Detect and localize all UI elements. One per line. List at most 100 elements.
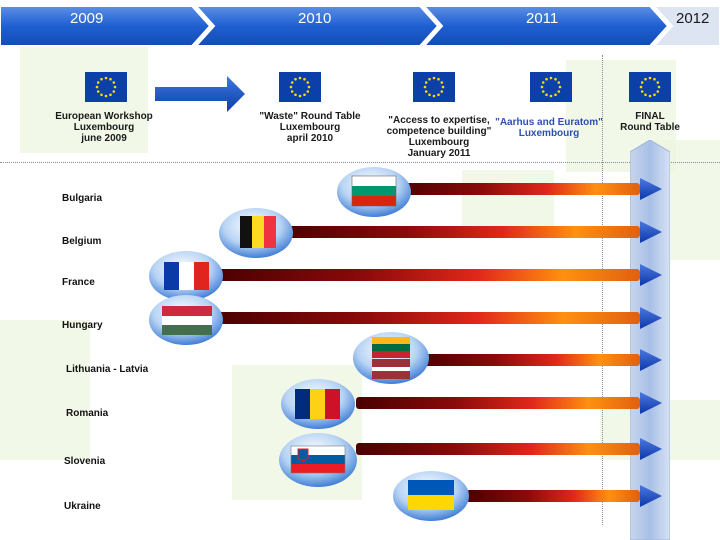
eu-star-icon [545,93,548,97]
flag-disc-bulgaria [337,167,411,217]
eu-star-icon [428,77,431,81]
eu-star-icon [440,90,444,93]
eu-star-icon [639,85,643,89]
eu-star-icon [96,81,100,84]
eu-star-icon [100,93,103,97]
background-square [0,320,90,460]
year-label-2010: 2010 [298,10,332,27]
event-label-european-workshop: European Workshop Luxembourg june 2009 [55,111,153,144]
country-label-france: France [62,277,95,288]
progress-arrow-icon [155,76,245,112]
event-label-aarhus-euratom: "Aarhus and Euratom" Luxembourg [495,117,603,139]
event-label-final-round-table: FINAL Round Table [620,111,680,133]
eu-star-icon [290,90,294,93]
event-label-access-to-expertise: "Access to expertise, competence building… [386,115,492,159]
eu-star-icon [428,93,431,97]
eu-star-icon [549,94,553,98]
bulgaria-flag-icon [351,175,397,207]
eu-star-icon [109,77,112,81]
year-label-2012: 2012 [676,10,710,27]
eu-star-icon [96,90,100,93]
dotted-divider [0,162,720,163]
year-segment-2010 [193,5,440,47]
eu-star-icon [541,81,545,84]
flag-disc-lithuania-latvia [353,332,429,384]
year-segment-2012 [651,5,720,47]
eu-star-icon [656,81,660,84]
eu-star-icon [657,85,661,89]
eu-star-icon [540,85,544,89]
eu-star-icon [640,81,644,84]
country-arrow-lithuania-latvia [418,349,662,371]
flag-disc-belgium [219,208,293,258]
ukraine-flag-icon [408,480,454,510]
eu-star-icon [644,93,647,97]
eu-star-icon [554,77,557,81]
flag-disc-romania [281,379,355,429]
eu-star-icon [644,77,647,81]
background-square [462,170,554,230]
eu-star-icon [424,81,428,84]
dotted-divider-vertical [602,55,603,525]
eu-star-icon [290,81,294,84]
year-segment-2009 [0,5,212,47]
country-arrow-bulgaria [396,178,662,200]
eu-star-icon [112,90,116,93]
eu-star-icon [100,77,103,81]
eu-star-icon [437,77,440,81]
eu-star-icon [424,90,428,93]
year-label-2009: 2009 [70,10,104,27]
france-flag-icon [164,262,209,290]
flag-disc-france [149,251,223,301]
page-number: 10 [680,494,692,505]
eu-star-icon [653,77,656,81]
eu-star-icon [432,76,436,80]
eu-star-icon [294,93,297,97]
eu-star-icon [109,93,112,97]
country-label-bulgaria: Bulgaria [62,193,103,204]
belgium-flag-icon [240,216,276,248]
eu-star-icon [640,90,644,93]
year-banner [0,5,720,47]
country-arrow-belgium [280,221,662,243]
eu-star-icon [545,77,548,81]
eu-star-icon [298,76,302,80]
lithuania-flag-icon [372,337,410,358]
flag-disc-hungary [149,295,223,345]
country-label-belgium: Belgium [62,236,102,247]
hungary-flag-icon [162,306,212,335]
eu-star-icon [298,94,302,98]
eu-star-icon [440,81,444,84]
eu-star-icon [289,85,293,89]
country-label-hungary: Hungary [62,320,103,331]
eu-star-icon [112,81,116,84]
eu-star-icon [307,85,311,89]
eu-star-icon [437,93,440,97]
eu-star-icon [648,76,652,80]
country-arrow-hungary [214,307,662,329]
eu-star-icon [306,90,310,93]
eu-star-icon [104,76,108,80]
eu-star-icon [558,85,562,89]
eu-star-icon [557,81,561,84]
eu-star-icon [294,77,297,81]
eu-star-icon [303,77,306,81]
eu-star-icon [656,90,660,93]
eu-star-icon [554,93,557,97]
eu-star-icon [432,94,436,98]
eu-star-icon [104,94,108,98]
eu-star-icon [549,76,553,80]
country-label-romania: Romania [66,408,109,419]
country-label-ukraine: Ukraine [64,501,101,512]
country-arrow-romania [356,392,662,414]
flag-disc-ukraine [393,471,469,521]
country-label-slovenia: Slovenia [64,456,106,467]
eu-star-icon [306,81,310,84]
slovenia-flag-icon [290,445,346,474]
eu-star-icon [653,93,656,97]
country-arrow-france [214,264,662,286]
eu-star-icon [95,85,99,89]
eu-flag-icon [85,72,127,102]
year-segment-2011 [421,5,670,47]
